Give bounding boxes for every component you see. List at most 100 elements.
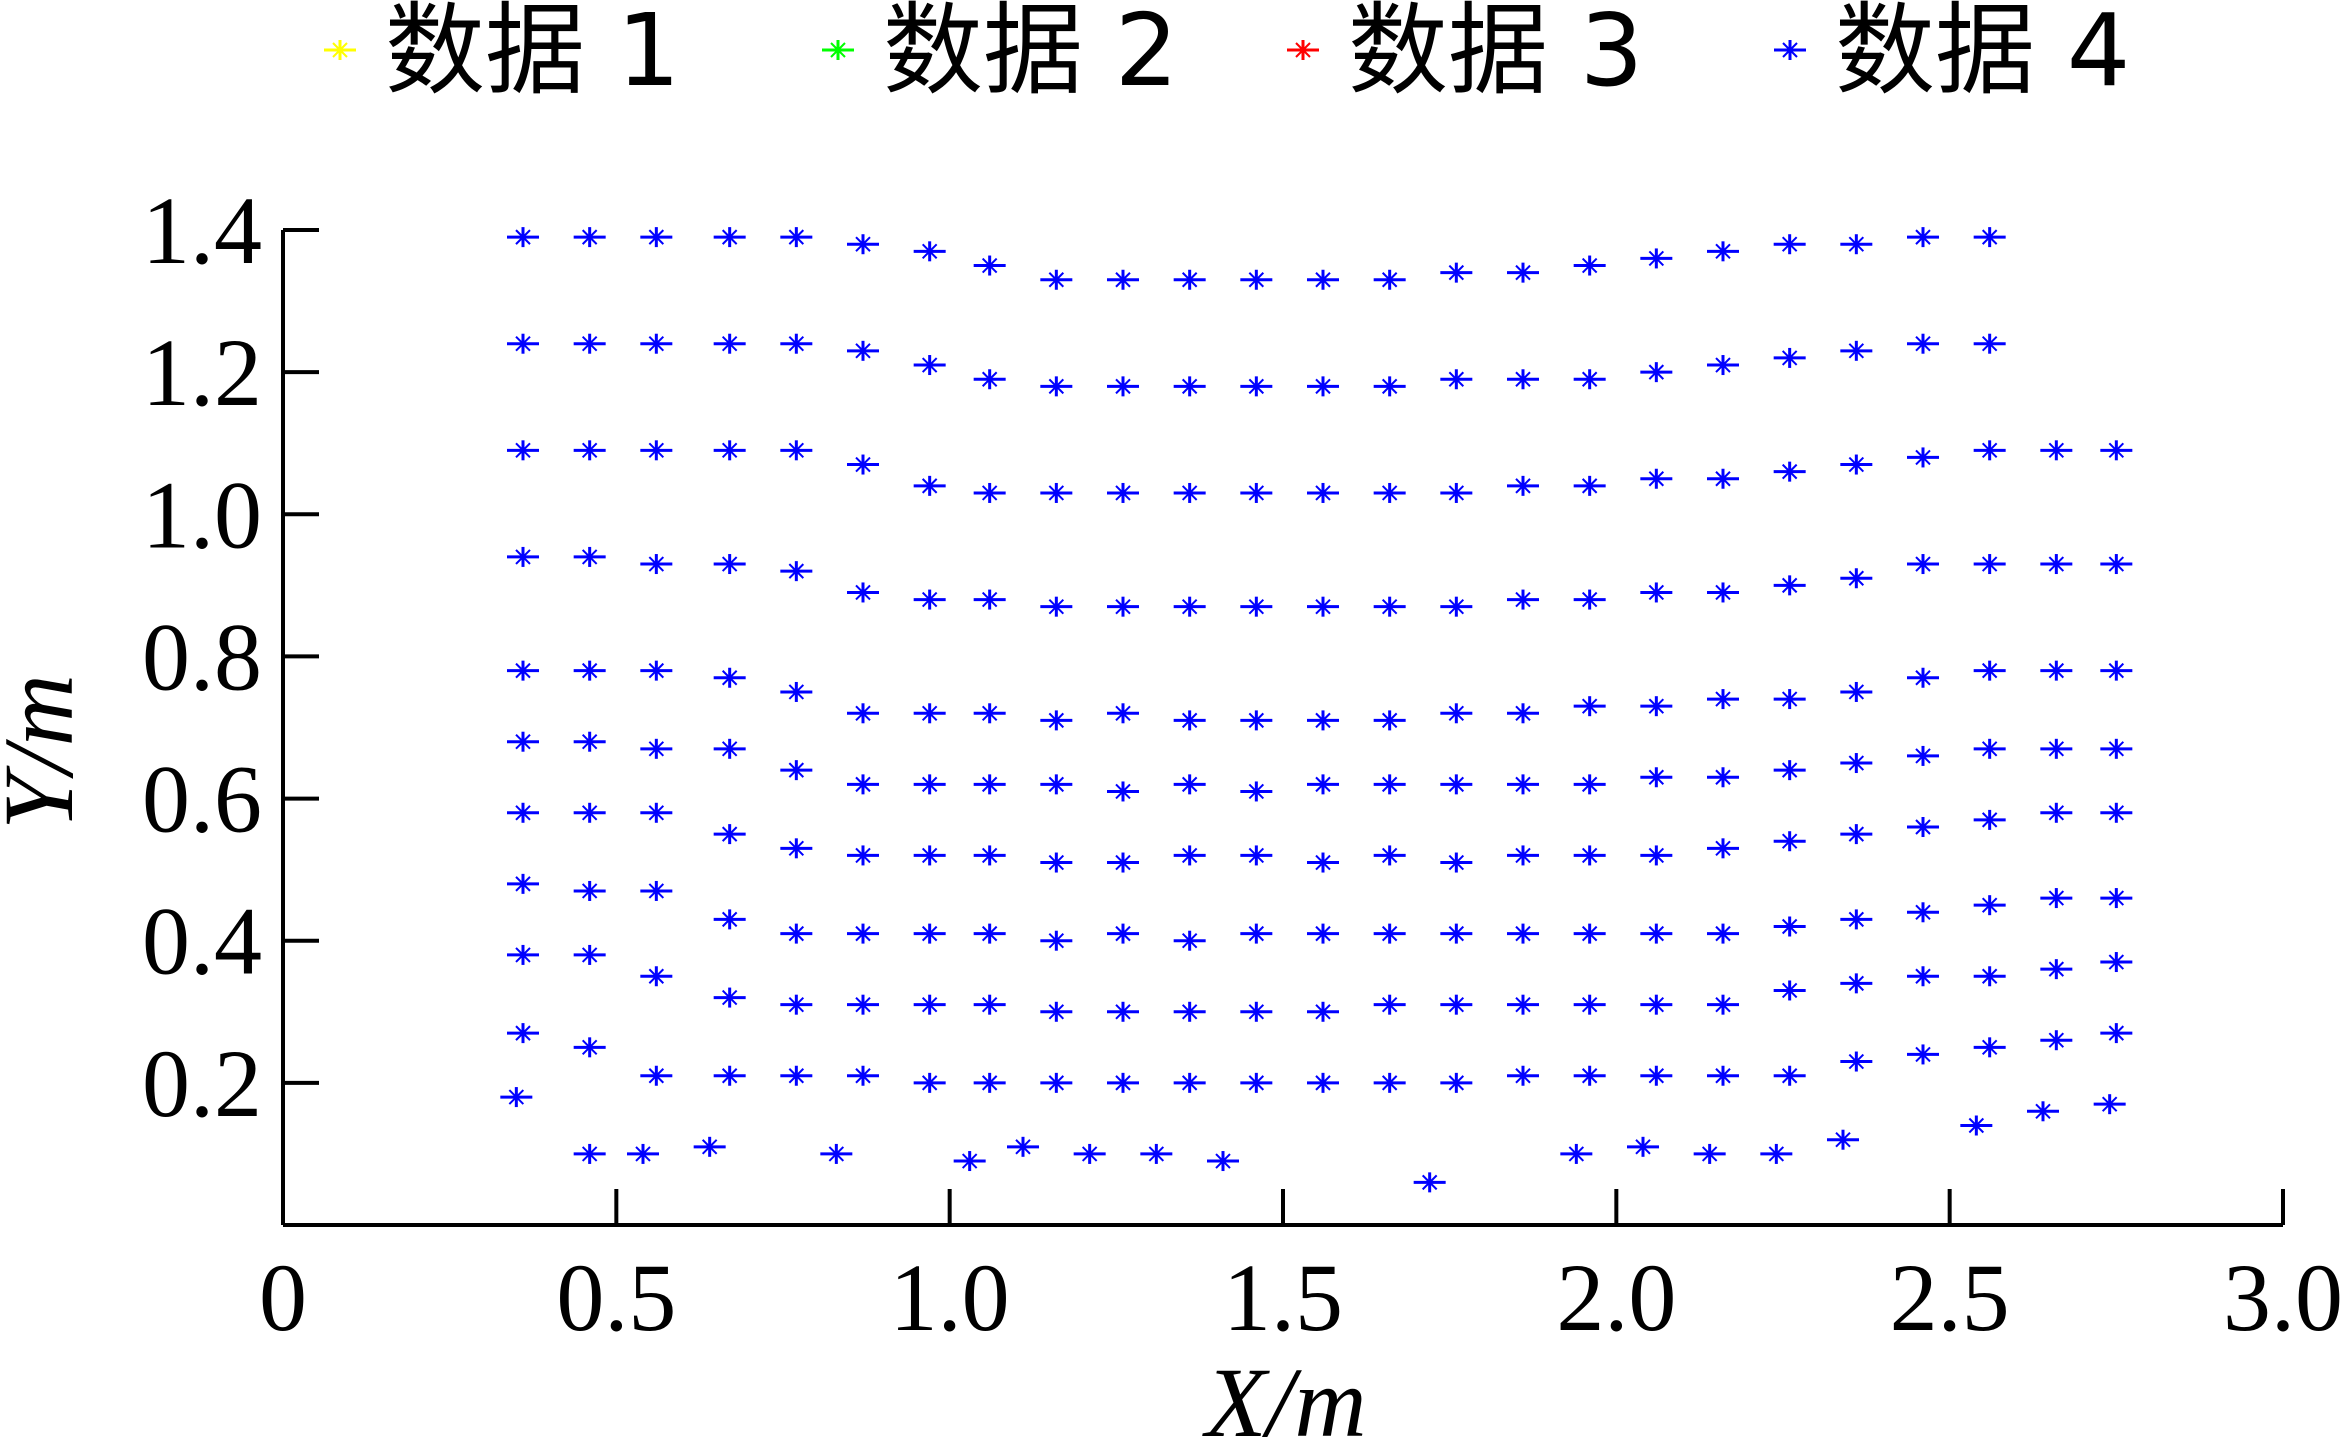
data-point: [2100, 554, 2133, 575]
data-point: [2040, 554, 2073, 575]
data-point: [2040, 1030, 2073, 1051]
legend-marker: [1774, 40, 1806, 60]
data-point: [973, 994, 1006, 1015]
data-point: [640, 554, 673, 575]
data-point: [1840, 568, 1873, 589]
data-point: [1073, 1143, 1106, 1164]
data-point: [1173, 482, 1206, 503]
data-point: [1507, 703, 1539, 724]
data-point: [573, 227, 606, 248]
data-point: [847, 454, 879, 475]
x-tick-label: 1.0: [890, 1244, 1010, 1351]
data-point: [973, 1072, 1006, 1093]
data-point: [1907, 667, 1939, 688]
data-point: [973, 369, 1006, 390]
data-point: [1240, 845, 1273, 866]
data-point: [1240, 269, 1273, 290]
data-point: [1440, 482, 1473, 503]
data-point: [780, 561, 813, 582]
data-point: [507, 333, 539, 354]
data-point: [2100, 738, 2133, 759]
data-point: [1973, 738, 2006, 759]
data-point: [507, 1023, 539, 1044]
data-point: [507, 731, 539, 752]
data-point: [1773, 689, 1806, 710]
data-point: [913, 994, 946, 1015]
data-point: [780, 838, 813, 859]
data-point: [973, 845, 1006, 866]
legend-label: 数据 3: [1348, 0, 1643, 109]
data-point: [1440, 596, 1473, 617]
data-point: [1107, 703, 1139, 724]
data-point: [713, 738, 746, 759]
data-point: [1707, 994, 1739, 1015]
data-point: [1773, 575, 1806, 596]
legend-item: 数据 1: [324, 0, 680, 109]
data-point: [1173, 930, 1206, 951]
data-point: [1840, 1051, 1873, 1072]
data-point: [713, 987, 746, 1008]
data-point: [1640, 696, 1673, 717]
data-point: [1707, 1065, 1739, 1086]
data-point: [2027, 1101, 2059, 1122]
data-point: [2040, 738, 2073, 759]
data-point: [913, 355, 946, 376]
data-point: [1373, 845, 1406, 866]
data-point: [780, 1065, 813, 1086]
data-point: [1773, 760, 1806, 781]
data-point: [1507, 923, 1539, 944]
data-point: [1507, 475, 1539, 496]
data-point: [2100, 802, 2133, 823]
data-point: [1773, 980, 1806, 1001]
data-point: [1040, 1001, 1073, 1022]
data-point: [1173, 269, 1206, 290]
data-point: [573, 333, 606, 354]
data-point: [640, 966, 673, 987]
data-point: [640, 880, 673, 901]
data-point: [1440, 1072, 1473, 1093]
data-point: [1507, 369, 1539, 390]
data-point: [1640, 468, 1673, 489]
data-point: [1640, 362, 1673, 383]
data-point: [1973, 660, 2006, 681]
data-point: [847, 923, 879, 944]
data-point: [1973, 895, 2006, 916]
x-axis-label: X/m: [1201, 1347, 1366, 1448]
data-point: [1840, 909, 1873, 930]
data-point: [1307, 482, 1339, 503]
data-point: [1640, 994, 1673, 1015]
data-point: [1907, 447, 1939, 468]
data-point: [1693, 1143, 1726, 1164]
data-point: [1373, 994, 1406, 1015]
data-point: [1840, 340, 1873, 361]
data-point: [1307, 376, 1339, 397]
data-point: [1840, 973, 1873, 994]
y-tick-label: 0.6: [142, 746, 262, 853]
data-point: [913, 475, 946, 496]
data-point: [1973, 554, 2006, 575]
data-point: [1107, 596, 1139, 617]
data-point: [2040, 888, 2073, 909]
data-point: [1240, 1072, 1273, 1093]
data-point: [820, 1143, 853, 1164]
data-point: [1307, 774, 1339, 795]
data-point: [1240, 781, 1273, 802]
data-point: [573, 546, 606, 567]
data-point: [507, 873, 539, 894]
data-point: [1173, 710, 1206, 731]
series-4: [500, 227, 2133, 1193]
data-point: [1773, 1065, 1806, 1086]
data-point: [1573, 994, 1606, 1015]
data-point: [1040, 710, 1073, 731]
data-point: [507, 944, 539, 965]
data-point: [1507, 994, 1539, 1015]
data-point: [1573, 923, 1606, 944]
data-point: [2040, 440, 2073, 461]
data-point: [1040, 376, 1073, 397]
data-point: [1640, 1065, 1673, 1086]
data-point: [780, 440, 813, 461]
data-point: [1707, 355, 1739, 376]
data-point: [1040, 774, 1073, 795]
data-point: [507, 227, 539, 248]
data-point: [573, 1037, 606, 1058]
